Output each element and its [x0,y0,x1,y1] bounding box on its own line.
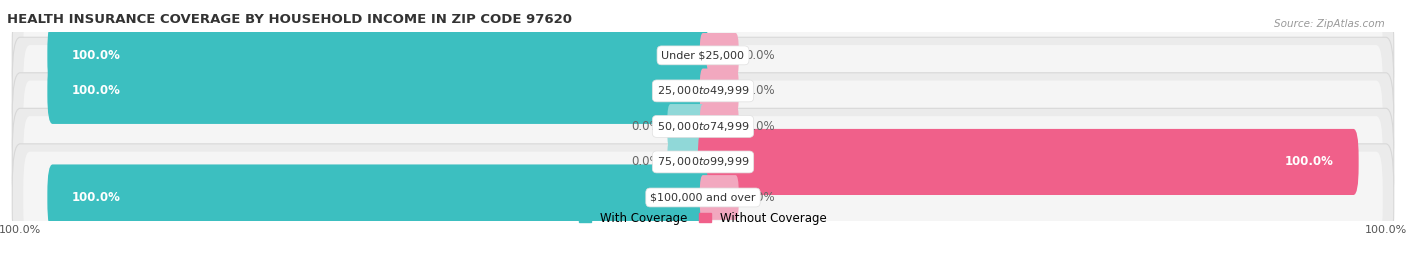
Legend: With Coverage, Without Coverage: With Coverage, Without Coverage [574,207,832,230]
FancyBboxPatch shape [13,73,1393,180]
Text: $50,000 to $74,999: $50,000 to $74,999 [657,120,749,133]
FancyBboxPatch shape [24,9,1382,101]
FancyBboxPatch shape [13,2,1393,109]
FancyBboxPatch shape [24,152,1382,243]
FancyBboxPatch shape [697,129,1358,195]
Text: $25,000 to $49,999: $25,000 to $49,999 [657,84,749,97]
FancyBboxPatch shape [24,81,1382,172]
FancyBboxPatch shape [668,104,706,149]
Text: $100,000 and over: $100,000 and over [650,193,756,203]
FancyBboxPatch shape [48,164,709,231]
Text: 0.0%: 0.0% [745,191,775,204]
Text: 0.0%: 0.0% [631,120,661,133]
FancyBboxPatch shape [700,69,738,113]
FancyBboxPatch shape [24,116,1382,208]
Text: 0.0%: 0.0% [631,155,661,168]
FancyBboxPatch shape [48,22,709,89]
Text: 0.0%: 0.0% [745,84,775,97]
Text: Under $25,000: Under $25,000 [661,50,745,60]
FancyBboxPatch shape [700,104,738,149]
Text: 100.0%: 100.0% [72,49,121,62]
FancyBboxPatch shape [13,37,1393,144]
Text: 100.0%: 100.0% [1285,155,1334,168]
FancyBboxPatch shape [700,33,738,78]
Text: HEALTH INSURANCE COVERAGE BY HOUSEHOLD INCOME IN ZIP CODE 97620: HEALTH INSURANCE COVERAGE BY HOUSEHOLD I… [7,13,572,26]
FancyBboxPatch shape [13,108,1393,216]
Text: 0.0%: 0.0% [745,49,775,62]
FancyBboxPatch shape [13,144,1393,251]
Text: 100.0%: 100.0% [72,84,121,97]
Text: Source: ZipAtlas.com: Source: ZipAtlas.com [1274,19,1385,29]
FancyBboxPatch shape [668,140,706,184]
Text: $75,000 to $99,999: $75,000 to $99,999 [657,155,749,168]
FancyBboxPatch shape [700,175,738,220]
Text: 0.0%: 0.0% [745,120,775,133]
Text: 100.0%: 100.0% [72,191,121,204]
FancyBboxPatch shape [48,58,709,124]
FancyBboxPatch shape [24,45,1382,137]
